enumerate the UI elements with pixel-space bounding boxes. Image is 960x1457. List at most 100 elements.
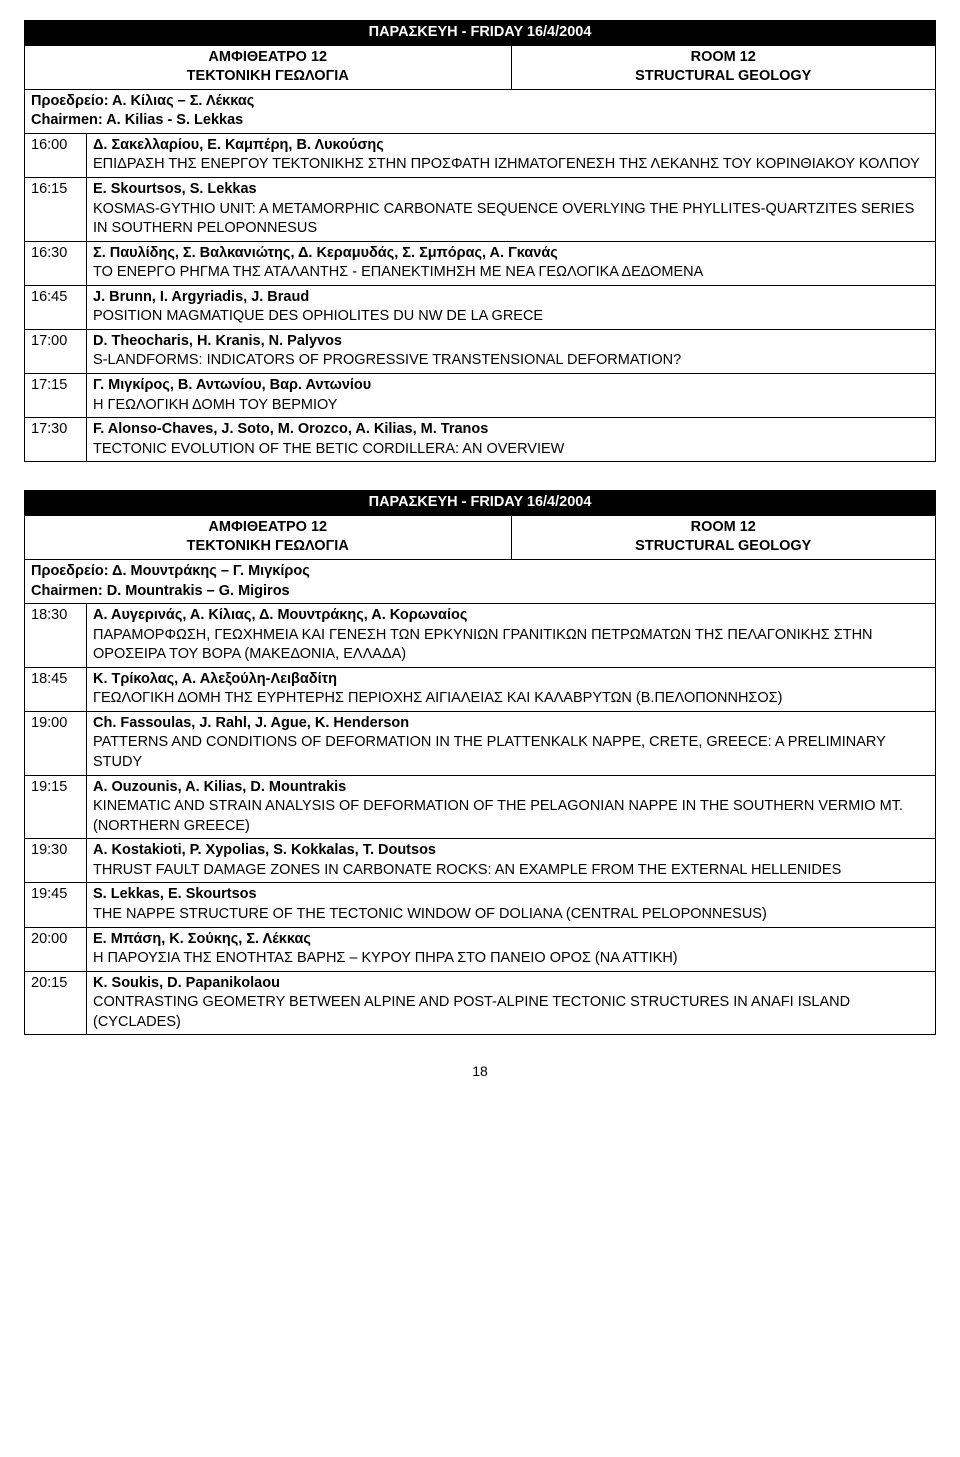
talk-body: Δ. Σακελλαρίου, Ε. Καμπέρη, Β. Λυκούσης Ε… (87, 133, 936, 177)
talk-title: ΕΠΙΔΡΑΣΗ ΤΗΣ ΕΝΕΡΓΟΥ ΤΕΚΤΟΝΙΚΗΣ ΣΤΗΝ ΠΡΟ… (93, 156, 920, 172)
talk-body: K. Soukis, D. Papanikolaou CONTRASTING GE… (87, 971, 936, 1035)
talk-time: 18:45 (25, 667, 87, 711)
topic-gr: ΤΕΚΤΟΝΙΚΗ ΓΕΩΛΟΓΙΑ (187, 68, 349, 84)
talk-authors: Κ. Τρίκολας, Α. Αλεξούλη-Λειβαδίτη (93, 671, 337, 687)
talk-body: F. Alonso-Chaves, J. Soto, M. Orozco, A.… (87, 418, 936, 462)
talk-body: Ch. Fassoulas, J. Rahl, J. Ague, K. Hend… (87, 711, 936, 775)
room-header-english: ROOM 12 STRUCTURAL GEOLOGY (511, 515, 936, 559)
talk-time: 18:30 (25, 604, 87, 668)
talk-row: 16:15 E. Skourtsos, S. Lekkas KOSMAS-GYTHI… (25, 177, 936, 241)
talk-body: E. Skourtsos, S. Lekkas KOSMAS-GYTHIO UNI… (87, 177, 936, 241)
chairmen-cell: Προεδρείο: Δ. Μουντράκης – Γ. Μιγκίρος Ch… (25, 559, 936, 603)
talk-title: S-LANDFORMS: INDICATORS OF PROGRESSIVE T… (93, 352, 681, 368)
session-banner: ΠΑΡΑΣΚΕΥΗ - FRIDAY 16/4/2004 (25, 491, 936, 516)
room-header-greek: ΑΜΦΙΘΕΑΤΡΟ 12 ΤΕΚΤΟΝΙΚΗ ΓΕΩΛΟΓΙΑ (25, 45, 512, 89)
talk-row: 18:30 Α. Αυγερινάς, Α. Κίλιας, Δ. Μουντρά… (25, 604, 936, 668)
talk-title: KINEMATIC AND STRAIN ANALYSIS OF DEFORMA… (93, 798, 903, 834)
schedule-table: ΠΑΡΑΣΚΕΥΗ - FRIDAY 16/4/2004ΑΜΦΙΘΕΑΤΡΟ 1… (24, 20, 936, 462)
talk-row: 19:30 A. Kostakioti, P. Xypolias, S. Kokk… (25, 839, 936, 883)
room-en: ROOM 12 (691, 49, 756, 65)
page-number: 18 (24, 1063, 936, 1079)
talk-body: Γ. Μιγκίρος, Β. Αντωνίου, Βαρ. Αντωνίου Η… (87, 374, 936, 418)
talk-title: THE NAPPE STRUCTURE OF THE TECTONIC WIND… (93, 906, 767, 922)
talk-body: A. Kostakioti, P. Xypolias, S. Kokkalas,… (87, 839, 936, 883)
talk-authors: Γ. Μιγκίρος, Β. Αντωνίου, Βαρ. Αντωνίου (93, 377, 371, 393)
room-gr: ΑΜΦΙΘΕΑΤΡΟ 12 (208, 519, 327, 535)
chair-gr: Προεδρείο: Α. Κίλιας – Σ. Λέκκας (31, 93, 254, 109)
room-gr: ΑΜΦΙΘΕΑΤΡΟ 12 (208, 49, 327, 65)
talk-title: ΤΟ ΕΝΕΡΓΟ ΡΗΓΜΑ ΤΗΣ ΑΤΑΛΑΝΤΗΣ - ΕΠΑΝΕΚΤΙ… (93, 264, 703, 280)
session-block: ΠΑΡΑΣΚΕΥΗ - FRIDAY 16/4/2004ΑΜΦΙΘΕΑΤΡΟ 1… (24, 20, 936, 462)
talk-title: Η ΠΑΡΟΥΣΙΑ ΤΗΣ ΕΝΟΤΗΤΑΣ ΒΑΡΗΣ – ΚΥΡΟΥ ΠΗ… (93, 950, 678, 966)
talk-body: Ε. Μπάση, Κ. Σούκης, Σ. Λέκκας Η ΠΑΡΟΥΣΙΑ… (87, 927, 936, 971)
talk-authors: J. Brunn, I. Argyriadis, J. Braud (93, 289, 309, 305)
talk-body: Α. Αυγερινάς, Α. Κίλιας, Δ. Μουντράκης, … (87, 604, 936, 668)
talk-time: 16:15 (25, 177, 87, 241)
talk-row: 19:45 S. Lekkas, E. Skourtsos THE NAPPE ST… (25, 883, 936, 927)
talk-row: 16:00Δ. Σακελλαρίου, Ε. Καμπέρη, Β. Λυκο… (25, 133, 936, 177)
chair-en: Chairmen: D. Mountrakis – G. Migiros (31, 583, 290, 599)
talk-authors: S. Lekkas, E. Skourtsos (93, 886, 257, 902)
talk-body: D. Theocharis, H. Kranis, N. Palyvos S-LA… (87, 329, 936, 373)
talk-title: POSITION MAGMATIQUE DES OPHIOLITES DU NW… (93, 308, 543, 324)
talk-row: 20:00 Ε. Μπάση, Κ. Σούκης, Σ. Λέκκας Η ΠΑΡ… (25, 927, 936, 971)
talk-authors: F. Alonso-Chaves, J. Soto, M. Orozco, A.… (93, 421, 488, 437)
talk-time: 17:00 (25, 329, 87, 373)
talk-row: 16:45 J. Brunn, I. Argyriadis, J. Braud PO… (25, 285, 936, 329)
talk-title: TECTONIC EVOLUTION OF THE BETIC CORDILLE… (93, 441, 564, 457)
talk-body: A. Ouzounis, A. Kilias, D. Mountrakis KIN… (87, 775, 936, 839)
talk-time: 19:30 (25, 839, 87, 883)
talk-time: 17:30 (25, 418, 87, 462)
talk-time: 19:00 (25, 711, 87, 775)
topic-en: STRUCTURAL GEOLOGY (635, 538, 811, 554)
talk-title: KOSMAS-GYTHIO UNIT: A METAMORPHIC CARBON… (93, 201, 914, 237)
talk-body: J. Brunn, I. Argyriadis, J. Braud POSITIO… (87, 285, 936, 329)
talk-row: 18:45 Κ. Τρίκολας, Α. Αλεξούλη-Λειβαδίτη Γ… (25, 667, 936, 711)
talk-row: 19:15A. Ouzounis, A. Kilias, D. Mountrak… (25, 775, 936, 839)
talk-time: 16:00 (25, 133, 87, 177)
chair-en: Chairmen: A. Kilias - S. Lekkas (31, 112, 243, 128)
room-header-english: ROOM 12 STRUCTURAL GEOLOGY (511, 45, 936, 89)
talk-authors: A. Ouzounis, A. Kilias, D. Mountrakis (93, 779, 346, 795)
talk-title: Η ΓΕΩΛΟΓΙΚΗ ΔΟΜΗ ΤΟΥ ΒΕΡΜΙΟΥ (93, 397, 337, 413)
talk-authors: Σ. Παυλίδης, Σ. Βαλκανιώτης, Δ. Κεραμυδά… (93, 245, 558, 261)
talk-time: 17:15 (25, 374, 87, 418)
talk-row: 16:30 Σ. Παυλίδης, Σ. Βαλκανιώτης, Δ. Κερ… (25, 241, 936, 285)
talk-authors: Δ. Σακελλαρίου, Ε. Καμπέρη, Β. Λυκούσης (93, 137, 384, 153)
chairmen-cell: Προεδρείο: Α. Κίλιας – Σ. Λέκκας Chairmen… (25, 89, 936, 133)
talk-body: S. Lekkas, E. Skourtsos THE NAPPE STRUCTU… (87, 883, 936, 927)
talk-authors: Α. Αυγερινάς, Α. Κίλιας, Δ. Μουντράκης, … (93, 607, 467, 623)
talk-time: 20:00 (25, 927, 87, 971)
talk-authors: Ε. Μπάση, Κ. Σούκης, Σ. Λέκκας (93, 931, 311, 947)
topic-en: STRUCTURAL GEOLOGY (635, 68, 811, 84)
talk-authors: Ch. Fassoulas, J. Rahl, J. Ague, K. Hend… (93, 715, 409, 731)
room-en: ROOM 12 (691, 519, 756, 535)
talk-title: CONTRASTING GEOMETRY BETWEEN ALPINE AND … (93, 994, 850, 1030)
talk-body: Σ. Παυλίδης, Σ. Βαλκανιώτης, Δ. Κεραμυδά… (87, 241, 936, 285)
chair-gr: Προεδρείο: Δ. Μουντράκης – Γ. Μιγκίρος (31, 563, 310, 579)
talk-time: 20:15 (25, 971, 87, 1035)
session-banner: ΠΑΡΑΣΚΕΥΗ - FRIDAY 16/4/2004 (25, 21, 936, 46)
room-header-greek: ΑΜΦΙΘΕΑΤΡΟ 12 ΤΕΚΤΟΝΙΚΗ ΓΕΩΛΟΓΙΑ (25, 515, 512, 559)
talk-time: 16:30 (25, 241, 87, 285)
talk-title: PATTERNS AND CONDITIONS OF DEFORMATION I… (93, 734, 886, 770)
talk-row: 17:00D. Theocharis, H. Kranis, N. Palyvo… (25, 329, 936, 373)
talk-authors: A. Kostakioti, P. Xypolias, S. Kokkalas,… (93, 842, 436, 858)
talk-authors: D. Theocharis, H. Kranis, N. Palyvos (93, 333, 342, 349)
talk-authors: K. Soukis, D. Papanikolaou (93, 975, 280, 991)
talk-body: Κ. Τρίκολας, Α. Αλεξούλη-Λειβαδίτη ΓΕΩΛΟΓ… (87, 667, 936, 711)
talk-title: THRUST FAULT DAMAGE ZONES IN CARBONATE R… (93, 862, 841, 878)
topic-gr: ΤΕΚΤΟΝΙΚΗ ΓΕΩΛΟΓΙΑ (187, 538, 349, 554)
talk-row: 20:15 K. Soukis, D. Papanikolaou CONTRASTI… (25, 971, 936, 1035)
talk-row: 17:15Γ. Μιγκίρος, Β. Αντωνίου, Βαρ. Αντω… (25, 374, 936, 418)
talk-time: 19:45 (25, 883, 87, 927)
talk-row: 19:00 Ch. Fassoulas, J. Rahl, J. Ague, K.… (25, 711, 936, 775)
schedule-table: ΠΑΡΑΣΚΕΥΗ - FRIDAY 16/4/2004ΑΜΦΙΘΕΑΤΡΟ 1… (24, 490, 936, 1035)
talk-title: ΓΕΩΛΟΓΙΚΗ ΔΟΜΗ ΤΗΣ ΕΥΡΗΤΕΡΗΣ ΠΕΡΙΟΧΗΣ ΑΙ… (93, 690, 782, 706)
session-block: ΠΑΡΑΣΚΕΥΗ - FRIDAY 16/4/2004ΑΜΦΙΘΕΑΤΡΟ 1… (24, 490, 936, 1035)
talk-title: ΠΑΡΑΜΟΡΦΩΣΗ, ΓΕΩΧΗΜΕΙΑ ΚΑΙ ΓΕΝΕΣΗ ΤΩΝ ΕΡ… (93, 627, 873, 663)
talk-time: 16:45 (25, 285, 87, 329)
talk-time: 19:15 (25, 775, 87, 839)
talk-row: 17:30 F. Alonso-Chaves, J. Soto, M. Orozc… (25, 418, 936, 462)
talk-authors: E. Skourtsos, S. Lekkas (93, 181, 257, 197)
